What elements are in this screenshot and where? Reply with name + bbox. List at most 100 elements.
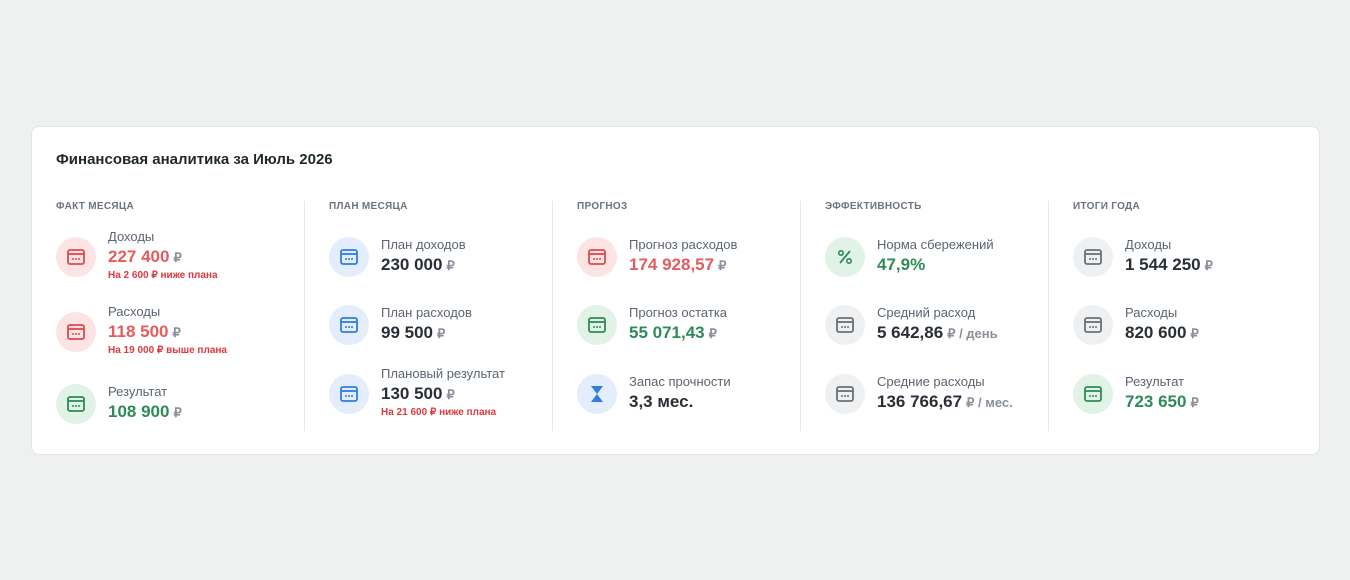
metric-value: 118 500 [108, 321, 169, 341]
metric-label: План доходов [381, 237, 466, 252]
metric: Расходы 820 600 ₽ [1125, 305, 1199, 346]
metric-note: На 21 600 ₽ ниже плана [381, 406, 497, 418]
icon-glyph [1084, 249, 1102, 265]
column-heading: ИТОГИ ГОДА [1073, 201, 1140, 212]
metric-unit: ₽ [1204, 258, 1213, 273]
metric-unit: ₽ [446, 258, 455, 273]
metric: Результат 108 900 ₽ [108, 384, 182, 425]
item-icon [1073, 374, 1113, 414]
metric-value-row: 47,9% [877, 255, 994, 278]
metric-value: 1 544 250 [1125, 255, 1201, 274]
metric-value: 5 642,86 [877, 323, 944, 342]
icon-glyph [588, 249, 606, 265]
metric: Доходы 1 544 250 ₽ [1125, 237, 1213, 278]
icon-glyph [591, 386, 603, 402]
icon-glyph [838, 250, 852, 264]
metric-value-row: 99 500 ₽ [381, 323, 472, 346]
metric-label: Доходы [1125, 237, 1172, 252]
icon-glyph [67, 324, 85, 340]
metric: Запас прочности 3,3 мес. [629, 374, 731, 415]
metric-value-row: 3,3 мес. [629, 392, 731, 415]
metric-value-row: 5 642,86 ₽ / день [877, 323, 998, 346]
metric: Плановый результат 130 500 ₽ На 21 600 ₽ ни… [381, 366, 505, 418]
metric-value: 99 500 [381, 323, 433, 342]
metric-value: 227 400 [108, 246, 170, 266]
metric-unit: ₽ [173, 249, 182, 265]
metric-value-row: 230 000 ₽ [381, 255, 466, 278]
metric-value-row: 820 600 ₽ [1125, 323, 1199, 346]
metric-value: 174 928,57 [629, 255, 715, 274]
metric-value: 820 600 [1125, 323, 1187, 342]
item-icon [577, 237, 617, 277]
metric-label: Прогноз остатка [629, 305, 728, 320]
item-icon [329, 374, 369, 414]
item-icon [825, 237, 865, 277]
metric-label: Расходы [108, 303, 161, 319]
metric-value: 47,9% [877, 255, 926, 274]
metric-value-row: 55 071,43 ₽ [629, 323, 727, 346]
metric-value: 136 766,67 [877, 392, 963, 411]
metric: Расходы 118 500 ₽ На 19 000 ₽ выше плана [108, 304, 227, 356]
analytics-card: Финансовая аналитика за Июль 2026 ФАКТ М… [31, 126, 1320, 455]
metric-label: Запас прочности [629, 374, 731, 389]
metric-label: Прогноз расходов [629, 237, 738, 252]
icon-glyph [340, 386, 358, 402]
metric-value: 723 650 [1125, 392, 1187, 411]
column-heading: ПРОГНОЗ [577, 201, 628, 212]
icon-glyph [340, 317, 358, 333]
item-icon [56, 312, 96, 352]
metric-value-row: 136 766,67 ₽ / мес. [877, 392, 1013, 415]
metric: Норма сбережений 47,9% [877, 237, 994, 278]
metric: Результат 723 650 ₽ [1125, 374, 1199, 415]
metric-label: План расходов [381, 305, 472, 320]
metric: План расходов 99 500 ₽ [381, 305, 472, 346]
column-heading: ПЛАН МЕСЯЦА [329, 201, 408, 212]
metric-unit: ₽ / день [947, 326, 998, 341]
metric-label: Результат [108, 384, 168, 399]
icon-glyph [836, 317, 854, 333]
metric-value: 130 500 [381, 383, 443, 403]
item-icon [1073, 305, 1113, 345]
card-title: Финансовая аналитика за Июль 2026 [56, 151, 333, 168]
metric: Прогноз остатка 55 071,43 ₽ [629, 305, 727, 346]
icon-glyph [67, 396, 85, 412]
icon-glyph [1084, 386, 1102, 402]
metric-label: Средние расходы [877, 374, 985, 389]
item-icon [1073, 237, 1113, 277]
column-separator [1048, 201, 1049, 431]
metric-value: 230 000 [381, 255, 443, 274]
item-icon [56, 237, 96, 277]
metric-value: 3,3 мес. [629, 392, 694, 411]
metric: Средний расход 5 642,86 ₽ / день [877, 305, 998, 346]
metric-label: Норма сбережений [877, 237, 994, 252]
metric-value-row: 227 400 ₽ [108, 247, 218, 270]
column-separator [800, 201, 801, 431]
metric-label: Средний расход [877, 305, 976, 320]
column-separator [552, 201, 553, 431]
icon-glyph [1084, 317, 1102, 333]
metric-value-row: 723 650 ₽ [1125, 392, 1199, 415]
icon-glyph [588, 317, 606, 333]
icon-glyph [836, 386, 854, 402]
metric-label: Плановый результат [381, 365, 505, 381]
metric-note: На 19 000 ₽ выше плана [108, 344, 227, 356]
metric: Доходы 227 400 ₽ На 2 600 ₽ ниже плана [108, 229, 218, 281]
metric-value-row: 118 500 ₽ [108, 322, 227, 345]
metric-unit: ₽ [1190, 395, 1199, 410]
metric-unit: ₽ [718, 258, 727, 273]
metric: Прогноз расходов 174 928,57 ₽ [629, 237, 737, 278]
metric-unit: ₽ [172, 324, 181, 340]
column-heading: ЭФФЕКТИВНОСТЬ [825, 201, 922, 212]
metric-note: На 2 600 ₽ ниже плана [108, 269, 218, 281]
column-heading: ФАКТ МЕСЯЦА [56, 201, 134, 212]
metric-unit: ₽ [1190, 326, 1199, 341]
metric-unit: ₽ [708, 326, 717, 341]
metric-label: Доходы [108, 228, 155, 244]
item-icon [577, 305, 617, 345]
metric: План доходов 230 000 ₽ [381, 237, 466, 278]
item-icon [56, 384, 96, 424]
item-icon [825, 305, 865, 345]
metric-unit: ₽ [437, 326, 446, 341]
